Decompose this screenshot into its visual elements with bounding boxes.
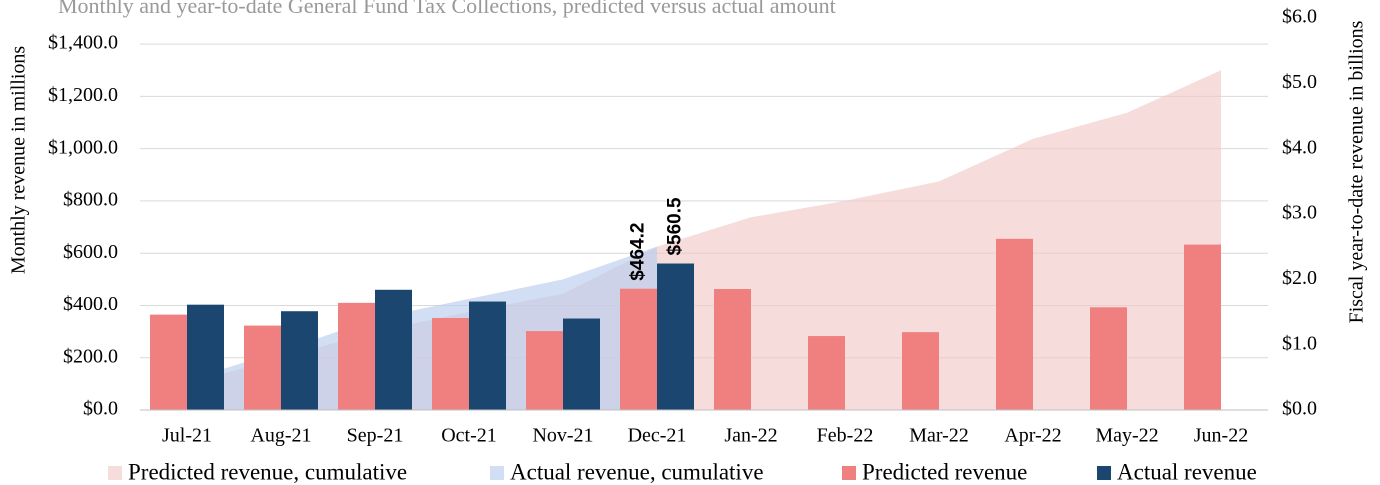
legend-swatch <box>490 466 504 480</box>
y-tick-label: $800.0 <box>63 189 118 211</box>
x-tick-label: Oct-21 <box>441 425 497 447</box>
bar <box>432 318 469 410</box>
legend-label: Predicted revenue, cumulative <box>128 459 407 484</box>
x-tick-label: Jul-21 <box>162 425 212 447</box>
y2-tick-label: $4.0 <box>1282 136 1317 158</box>
y-tick-label: $1,000.0 <box>48 136 118 158</box>
bar <box>150 314 187 410</box>
y-axis-title: Monthly revenue in millions <box>8 46 30 275</box>
bar <box>1090 307 1127 410</box>
bar <box>187 304 224 410</box>
bar <box>657 263 694 410</box>
bar <box>996 238 1033 410</box>
y-tick-label: $400.0 <box>63 293 118 315</box>
legend-label: Actual revenue <box>1117 459 1257 484</box>
bar <box>469 301 506 410</box>
y-tick-label: $600.0 <box>63 241 118 263</box>
x-tick-label: Jan-22 <box>724 425 777 447</box>
y-tick-label: $0.0 <box>83 398 118 420</box>
bar <box>526 331 563 410</box>
x-tick-label: May-22 <box>1095 425 1158 447</box>
legend-swatch <box>1097 466 1111 480</box>
legend-label: Actual revenue, cumulative <box>510 459 764 484</box>
legend-swatch <box>842 466 856 480</box>
bar <box>375 289 412 410</box>
bar <box>902 332 939 410</box>
legend-swatch <box>108 466 122 480</box>
x-tick-label: Feb-22 <box>817 425 874 447</box>
x-tick-label: Nov-21 <box>532 425 593 447</box>
x-tick-label: Sep-21 <box>347 425 404 447</box>
bar <box>244 325 281 410</box>
bar <box>620 288 657 410</box>
x-tick-label: Mar-22 <box>909 425 969 447</box>
y2-tick-label: $3.0 <box>1282 202 1317 224</box>
y2-tick-label: $1.0 <box>1282 332 1317 354</box>
y-tick-label: $1,200.0 <box>48 84 118 106</box>
bar <box>338 302 375 410</box>
data-label: $560.5 <box>665 197 686 256</box>
y2-tick-label: $2.0 <box>1282 267 1317 289</box>
chart-title: Monthly and year-to-date General Fund Ta… <box>58 0 836 18</box>
x-tick-label: Dec-21 <box>628 425 687 447</box>
y2-tick-label: $0.0 <box>1282 398 1317 420</box>
x-tick-label: Apr-22 <box>1004 425 1061 447</box>
bar <box>281 311 318 410</box>
bar <box>714 289 751 410</box>
y-tick-label: $1,400.0 <box>48 32 118 54</box>
bar <box>808 336 845 410</box>
data-label: $464.2 <box>628 223 649 281</box>
y2-tick-label: $6.0 <box>1282 6 1317 28</box>
x-tick-label: Jun-22 <box>1194 425 1248 447</box>
bar <box>563 318 600 410</box>
y2-axis-title: Fiscal year-to-date revenue in billions <box>1346 20 1368 323</box>
y2-tick-label: $5.0 <box>1282 71 1317 93</box>
x-tick-label: Aug-21 <box>250 425 311 447</box>
y-tick-label: $200.0 <box>63 345 118 367</box>
legend-label: Predicted revenue <box>862 459 1027 484</box>
bar <box>1184 244 1221 410</box>
